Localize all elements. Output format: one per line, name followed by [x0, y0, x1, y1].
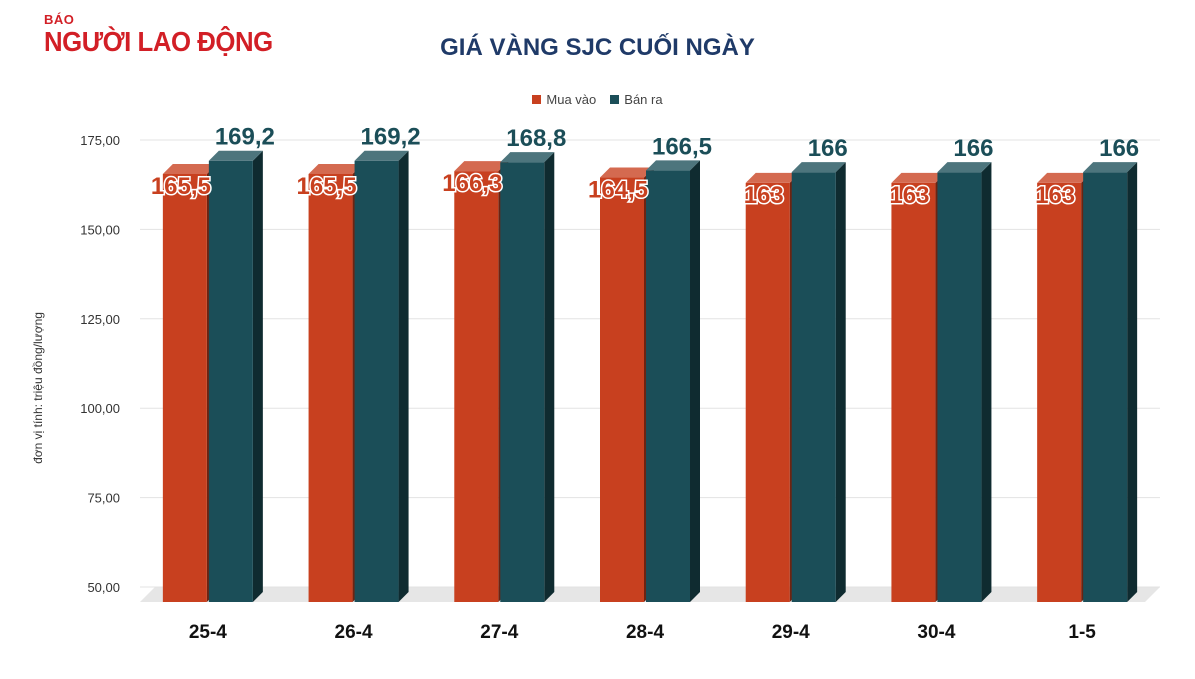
chart-legend: Mua vào Bán ra [0, 92, 1195, 107]
y-tick-label: 50,00 [87, 580, 120, 595]
bar-sell-28-4 [646, 160, 700, 602]
bar-buy-30-4 [891, 172, 946, 603]
y-tick-label: 175,00 [80, 133, 120, 148]
data-label-sell-25-4: 169,2 [215, 124, 275, 151]
bar-buy-1-5 [1037, 172, 1092, 603]
legend-swatch-sell [610, 95, 620, 104]
data-label-buy-29-4: 163 [744, 182, 784, 209]
legend-item-sell: Bán ra [610, 92, 663, 107]
bar-buy-27-4 [454, 161, 509, 602]
data-label-sell-28-4: 166,5 [652, 133, 712, 160]
x-tick-label: 1-5 [1068, 622, 1096, 643]
legend-label-sell: Bán ra [624, 92, 663, 107]
bar-sell-25-4 [208, 150, 263, 603]
y-tick-label: 150,00 [80, 222, 120, 237]
data-label-buy-1-5: 163 [1035, 182, 1075, 209]
data-label-buy-28-4: 164,5 [588, 177, 648, 204]
bar-sell-27-4 [500, 152, 555, 602]
data-label-sell-1-5: 166 [1099, 135, 1139, 162]
bar-sell-1-5 [1083, 162, 1138, 602]
x-tick-label: 29-4 [772, 622, 810, 643]
bar-sell-29-4 [791, 162, 846, 602]
legend-swatch-buy [532, 95, 542, 104]
bar-buy-28-4 [600, 167, 654, 602]
bar-buy-26-4 [308, 163, 363, 603]
bar-buy-29-4 [745, 172, 800, 603]
data-label-sell-27-4: 168,8 [506, 125, 566, 152]
brand-logo: BÁO NGƯỜI LAO ĐỘNG [44, 12, 274, 64]
y-tick-label: 100,00 [80, 401, 120, 416]
data-label-sell-26-4: 169,2 [361, 124, 421, 151]
x-tick-label: 25-4 [189, 622, 227, 643]
x-tick-label: 26-4 [335, 622, 373, 643]
data-label-buy-30-4: 163 [889, 182, 929, 209]
logo-small-text: BÁO [44, 12, 75, 27]
x-tick-label: 27-4 [480, 622, 518, 643]
chart-title: GIÁ VÀNG SJC CUỐI NGÀY [440, 34, 755, 61]
bar-sell-30-4 [937, 162, 992, 602]
legend-label-buy: Mua vào [546, 92, 597, 107]
legend-item-buy: Mua vào [532, 92, 596, 107]
x-tick-label: 28-4 [626, 622, 664, 643]
x-tick-label: 30-4 [917, 622, 955, 643]
bar-buy-25-4 [162, 163, 217, 603]
data-label-buy-27-4: 166,3 [442, 170, 502, 197]
data-label-sell-30-4: 166 [953, 135, 993, 162]
data-label-buy-25-4: 165,5 [151, 173, 211, 200]
data-label-buy-26-4: 165,5 [297, 173, 357, 200]
logo-main-text: NGƯỜI LAO ĐỘNG [44, 26, 273, 57]
y-tick-label: 125,00 [80, 312, 120, 327]
bar-sell-26-4 [354, 150, 409, 603]
y-tick-label: 75,00 [87, 491, 120, 506]
data-label-sell-29-4: 166 [808, 135, 848, 162]
